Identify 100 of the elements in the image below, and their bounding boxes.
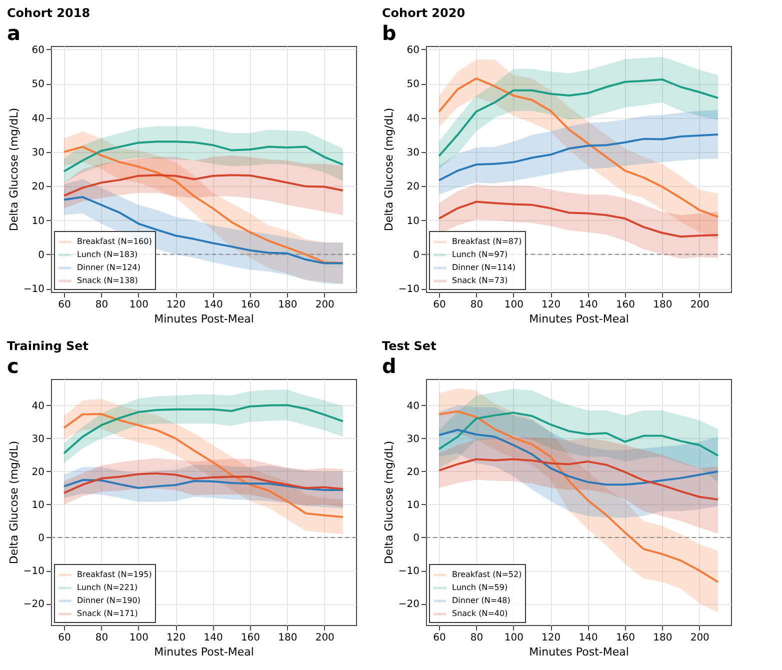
x-tick-label: 140 — [204, 632, 223, 644]
x-tick-label: 180 — [653, 300, 672, 310]
chart-title: Training Set — [7, 339, 89, 353]
x-tick-label: 100 — [129, 632, 148, 644]
x-axis-title: Minutes Post-Meal — [529, 646, 629, 658]
line-series — [63, 196, 344, 264]
y-tick-label: 30 — [406, 147, 420, 158]
line-series — [63, 472, 344, 494]
x-tick-label: 140 — [578, 632, 598, 644]
line-series — [438, 78, 719, 158]
legend-label: Breakfast (N=195) — [77, 570, 152, 579]
legend-label: Lunch (N=97) — [452, 250, 508, 259]
x-tick-label: 160 — [616, 632, 636, 644]
y-tick-label: 10 — [406, 500, 420, 511]
line-series — [63, 404, 344, 454]
x-tick-label: 180 — [278, 300, 298, 310]
y-tick-label: 20 — [32, 182, 44, 193]
y-tick-label: 0 — [413, 532, 420, 544]
y-tick-label: 0 — [413, 250, 420, 261]
line-series — [63, 413, 344, 518]
legend-label: Dinner (N=114) — [452, 263, 516, 272]
x-tick-label: 160 — [240, 300, 260, 310]
legend-label: Dinner (N=48) — [452, 596, 510, 605]
chart-title: Test Set — [382, 339, 437, 353]
chart-title: Cohort 2018 — [7, 6, 90, 20]
y-axis-title: Delta Glucose (mg/dL) — [382, 440, 396, 564]
x-tick-label: 180 — [278, 632, 298, 644]
y-axis-title: Delta Glucose (mg/dL) — [382, 108, 396, 232]
x-tick-label: 60 — [58, 300, 71, 310]
text: c — [7, 354, 19, 378]
legend-label: Snack (N=40) — [452, 609, 508, 618]
y-tick-label: 50 — [406, 79, 420, 90]
line-series — [438, 410, 719, 584]
y-tick-label: 20 — [32, 466, 44, 478]
y-tick-label: 60 — [32, 44, 44, 56]
x-axis-title: Minutes Post-Meal — [154, 646, 254, 658]
x-tick-label: 200 — [690, 300, 710, 310]
x-tick-label: 200 — [690, 632, 710, 644]
y-axis-title: Delta Glucose (mg/dL) — [7, 440, 20, 564]
y-tick-label: 40 — [406, 400, 420, 412]
y-tick-label: 10 — [32, 500, 44, 511]
legend-label: Breakfast (N=160) — [77, 237, 152, 246]
y-axis-title: Delta Glucose (mg/dL) — [7, 108, 20, 232]
x-tick-label: 120 — [166, 632, 186, 644]
line-series — [63, 174, 344, 197]
y-tick-label: 10 — [406, 216, 420, 227]
legend-label: Dinner (N=190) — [77, 596, 140, 605]
x-tick-label: 160 — [240, 632, 260, 644]
y-tick-label: 30 — [32, 434, 44, 445]
y-tick-label: 30 — [32, 147, 44, 158]
chart-title: Cohort 2020 — [382, 6, 466, 20]
y-tick-label: 30 — [406, 434, 420, 445]
y-tick-label: 60 — [406, 44, 420, 56]
line-series — [438, 458, 719, 501]
y-tick-label: 50 — [32, 79, 44, 90]
line-series — [438, 200, 719, 238]
line-series — [438, 428, 719, 486]
x-tick-label: 120 — [542, 300, 561, 310]
y-tick-label: −10 — [23, 566, 44, 578]
text: a — [7, 21, 20, 45]
y-tick-label: 40 — [406, 113, 420, 124]
x-tick-label: 80 — [95, 632, 108, 644]
legend-label: Lunch (N=59) — [452, 583, 508, 592]
line-series — [438, 133, 719, 182]
legend-label: Lunch (N=183) — [77, 250, 138, 259]
y-tick-label: −10 — [23, 284, 44, 296]
y-tick-label: 0 — [38, 250, 44, 261]
line-series — [438, 412, 719, 457]
text: b — [382, 21, 396, 45]
y-tick-label: 40 — [32, 113, 44, 124]
line-series — [438, 77, 719, 218]
legend-label: Breakfast (N=87) — [452, 237, 522, 246]
legend-label: Snack (N=171) — [77, 609, 138, 618]
line-series — [63, 479, 344, 491]
legend-label: Dinner (N=124) — [77, 263, 140, 272]
x-tick-label: 200 — [315, 300, 334, 310]
x-axis-title: Minutes Post-Meal — [529, 312, 629, 326]
legend-label: Snack (N=73) — [452, 276, 508, 285]
x-tick-label: 100 — [129, 300, 148, 310]
y-tick-label: −10 — [398, 284, 420, 296]
x-tick-label: 180 — [653, 632, 672, 644]
x-tick-label: 60 — [433, 300, 446, 310]
x-axis-title: Minutes Post-Meal — [154, 312, 254, 326]
x-tick-label: 100 — [504, 632, 524, 644]
x-tick-label: 140 — [578, 300, 598, 310]
y-tick-label: −10 — [398, 566, 420, 578]
x-tick-label: 120 — [166, 300, 186, 310]
y-tick-label: −20 — [23, 599, 44, 610]
x-tick-label: 80 — [470, 300, 484, 310]
x-tick-label: 60 — [58, 632, 71, 644]
y-tick-label: 0 — [38, 532, 44, 544]
x-tick-label: 100 — [504, 300, 524, 310]
y-tick-label: 40 — [32, 400, 44, 412]
x-tick-label: 140 — [204, 300, 223, 310]
legend-label: Snack (N=138) — [77, 276, 138, 285]
legend-label: Breakfast (N=52) — [452, 570, 522, 579]
text: d — [382, 354, 396, 378]
legend-label: Lunch (N=221) — [77, 583, 138, 592]
line-series — [63, 140, 344, 172]
y-tick-label: 20 — [406, 182, 420, 193]
